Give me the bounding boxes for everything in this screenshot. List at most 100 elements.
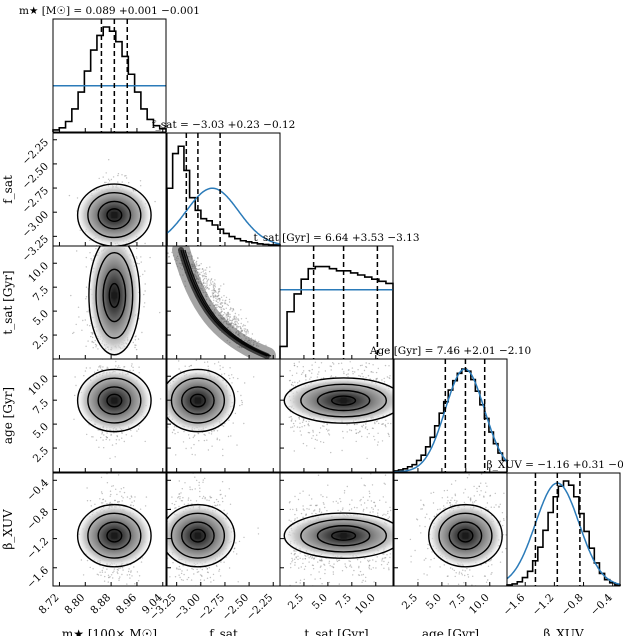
scatter-point [120,488,123,490]
scatter-point [322,425,324,427]
scatter-point [117,173,120,175]
scatter-point [155,521,156,522]
scatter-point [198,590,199,591]
scatter-point [158,388,159,389]
scatter-point [126,583,128,585]
panel-t-a [280,359,393,460]
scatter-point [84,319,87,321]
scatter-point [328,433,330,435]
scatter-point [332,362,334,364]
scatter-point [171,431,174,434]
scatter-point [178,565,181,568]
scatter-point [154,425,155,426]
scatter-point [390,422,392,425]
scatter-point [219,303,221,305]
scatter-point [202,495,205,498]
scatter-point [243,328,245,330]
scatter-point [91,436,93,438]
scatter-point [202,354,203,355]
scatter-point [374,439,376,441]
scatter-point [205,272,207,274]
scatter-point [223,283,225,285]
scatter-point [182,441,185,443]
scatter-point [107,178,110,180]
scatter-point [293,425,296,427]
scatter-point [167,252,169,255]
scatter-point [307,431,310,434]
scatter-point [376,377,378,380]
scatter-point [117,572,119,575]
scatter-point [244,324,246,327]
scatter-point [224,313,226,315]
scatter-point [217,305,220,308]
scatter-point [316,439,318,441]
scatter-point [222,448,224,450]
scatter-point [363,369,366,372]
scatter-point [101,569,104,572]
scatter-point [140,561,143,563]
scatter-point [239,404,241,407]
scatter-point [99,367,102,369]
scatter-point [184,597,185,598]
scatter-point [195,261,197,264]
scatter-point [205,354,206,355]
contour-line [97,521,132,551]
scatter-point [112,176,115,178]
scatter-point [108,439,111,441]
scatter-point [108,576,110,579]
scatter-point [298,380,301,382]
scatter-point [231,320,233,322]
scatter-point [352,370,354,373]
scatter-point [107,574,110,576]
panel-m-f [68,159,156,246]
scatter-point [95,346,97,348]
scatter-point [77,306,80,308]
scatter-point [318,431,321,434]
scatter-point [81,329,83,331]
scatter-point [203,269,205,271]
scatter-point [352,373,354,375]
scatter-point [160,522,161,523]
scatter-point [212,284,214,286]
scatter-point [154,200,156,203]
scatter-point [115,488,117,490]
scatter-point [201,268,204,270]
scatter-point [134,583,136,585]
prior-curve-f [166,187,281,245]
scatter-point [159,545,160,546]
scatter-point [201,355,202,356]
scatter-point [235,318,237,320]
scatter-point [221,302,224,304]
scatter-point [108,587,109,588]
scatter-point [288,416,290,418]
scatter-point [216,298,218,301]
scatter-point [210,296,212,298]
scatter-point [220,302,222,304]
scatter-point [111,444,114,446]
scatter-point [98,366,100,368]
scatter-point [100,491,103,493]
scatter-point [100,365,102,367]
scatter-point [221,305,224,308]
scatter-point [293,362,295,365]
scatter-point [190,447,192,449]
scatter-point [101,492,103,495]
scatter-point [159,428,160,429]
scatter-point [232,377,235,379]
scatter-point [180,492,182,494]
scatter-point [375,371,378,374]
scatter-point [378,422,380,425]
histogram-b [506,480,621,586]
scatter-point [125,177,128,179]
scatter-point [149,256,151,259]
scatter-point [195,353,196,354]
scatter-point [186,569,188,571]
scatter-point [118,579,120,582]
scatter-point [115,443,117,445]
scatter-point [201,274,203,277]
scatter-point [361,426,364,428]
scatter-point [301,421,304,423]
scatter-point [222,366,224,369]
scatter-point [368,362,370,365]
scatter-point [68,194,71,197]
